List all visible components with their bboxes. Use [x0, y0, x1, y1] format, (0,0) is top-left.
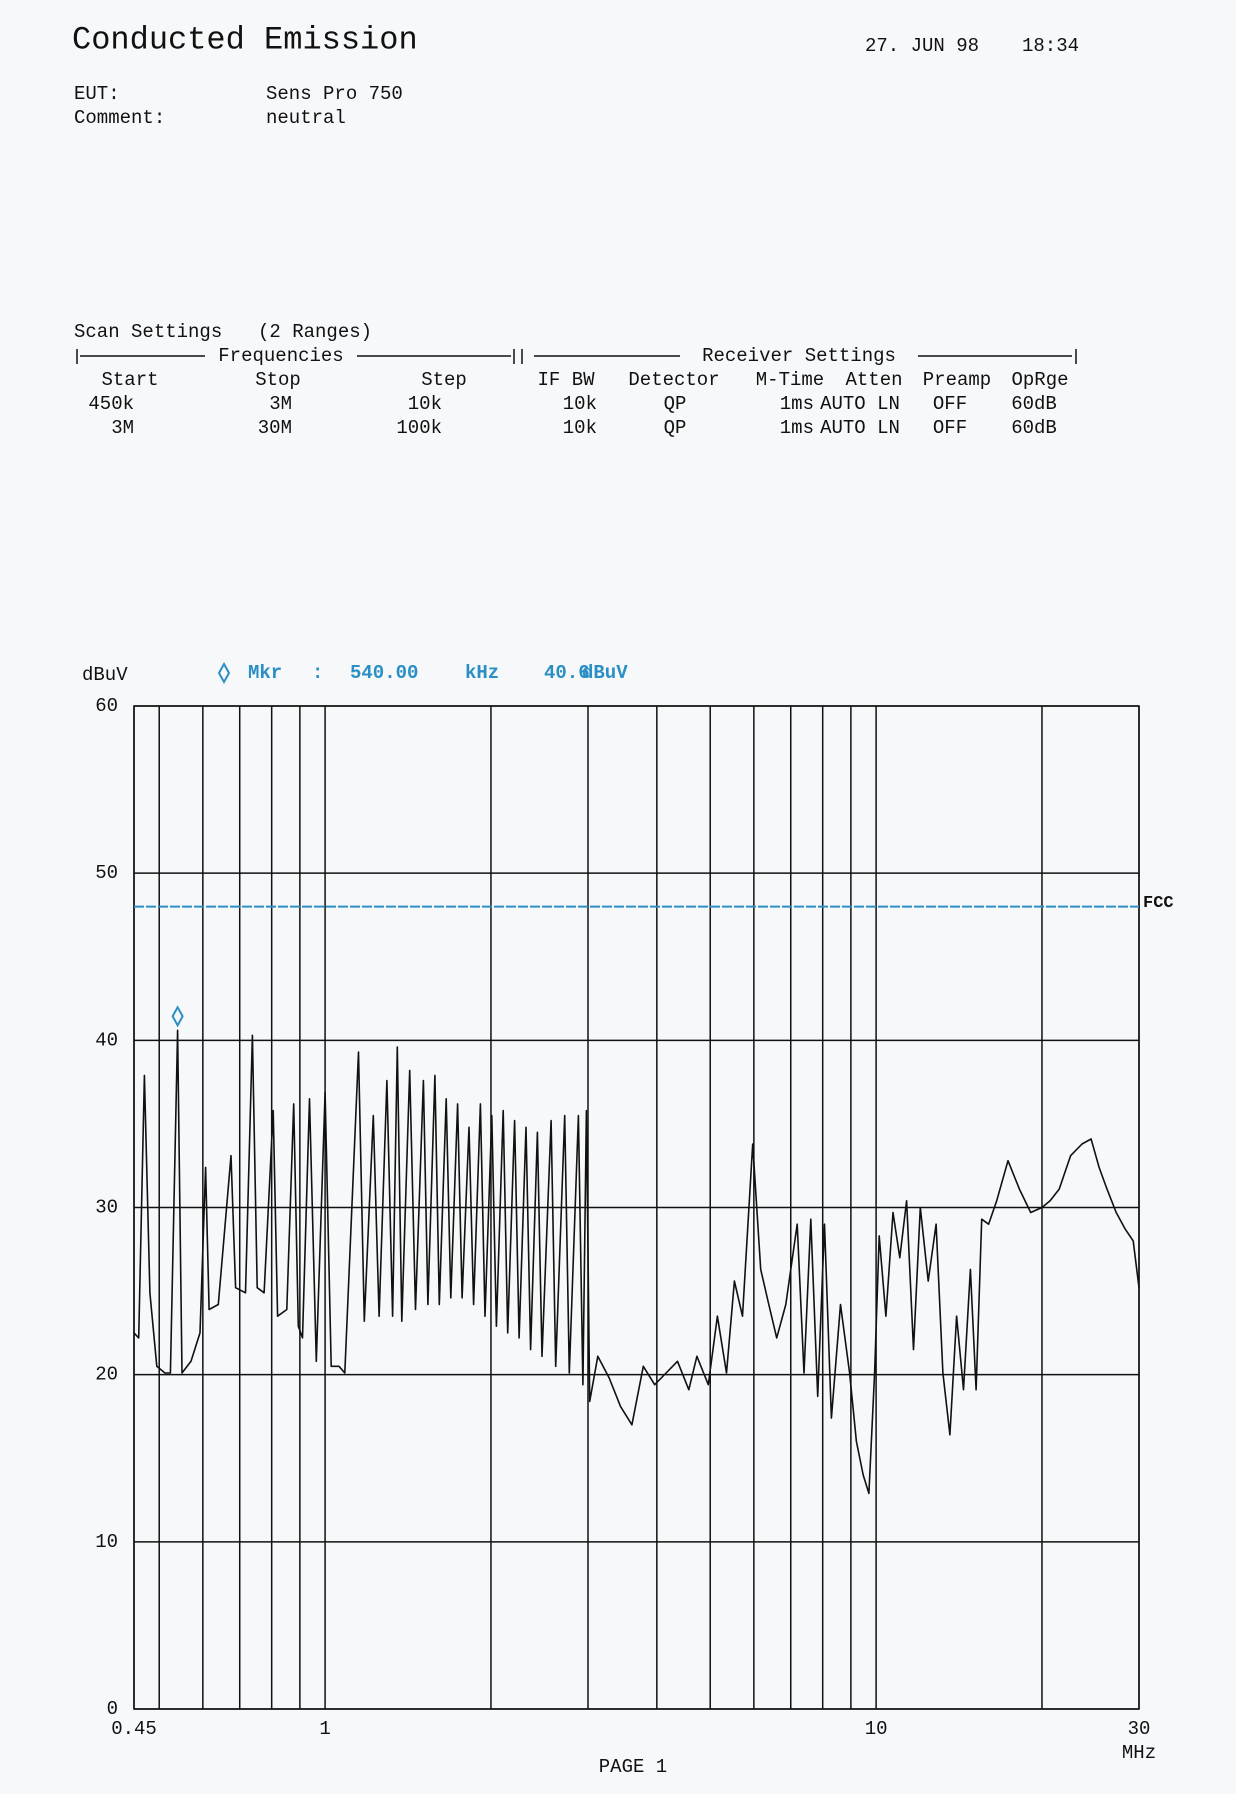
y-tick-label: 40: [95, 1029, 118, 1051]
y-tick-label: 10: [95, 1531, 118, 1553]
column-header: OpRge: [1011, 369, 1068, 391]
settings-title: Scan Settings: [74, 321, 222, 343]
group-header: Frequencies: [218, 345, 343, 367]
x-tick-label: 10: [865, 1718, 888, 1740]
limit-label: FCC: [1143, 894, 1174, 913]
column-header: M-Time: [756, 369, 824, 391]
field-value: Sens Pro 750: [266, 83, 403, 105]
column-header: Atten: [845, 369, 902, 391]
column-header: Stop: [255, 369, 301, 391]
marker-readout: dBuV: [582, 662, 628, 684]
y-tick-label: 0: [107, 1698, 118, 1720]
marker-readout: 540.00: [350, 662, 418, 684]
y-tick-label: 50: [95, 862, 118, 884]
table-cell: QP: [664, 417, 687, 439]
page-footer: PAGE 1: [599, 1756, 667, 1778]
marker-diamond: [171, 1005, 184, 1028]
emission-trace: [133, 1029, 1140, 1495]
field-label: Comment:: [74, 107, 165, 129]
table-cell: 30M: [258, 417, 292, 439]
column-header: Step: [421, 369, 467, 391]
table-cell: 10k: [408, 393, 442, 415]
table-cell: 1ms: [780, 393, 814, 415]
y-tick-label: 60: [95, 695, 118, 717]
y-axis-label: dBuV: [82, 664, 128, 686]
table-cell: QP: [664, 393, 687, 415]
x-tick-label: 0.45: [111, 1718, 157, 1740]
marker-readout: 40.6: [544, 662, 590, 684]
table-cell: 100k: [396, 417, 442, 439]
column-header: Start: [101, 369, 158, 391]
marker-readout: Mkr: [248, 662, 282, 684]
settings-table: Start Stop Step IF BW Detector M-Time Atten Pre…: [88, 369, 1068, 439]
table-cell: 3M: [269, 393, 292, 415]
table-cell: 1ms: [780, 417, 814, 439]
y-tick-label: 20: [95, 1364, 118, 1386]
x-tick-label: 1: [319, 1718, 330, 1740]
y-tick-label: 30: [95, 1197, 118, 1219]
report-date: 27. JUN 98: [865, 35, 979, 57]
table-cell: 60dB: [1011, 393, 1057, 415]
field-value: neutral: [266, 107, 346, 129]
table-cell: 450k: [88, 393, 134, 415]
column-header: IF BW: [537, 369, 595, 391]
table-cell: 60dB: [1011, 417, 1057, 439]
group-bracket: [76, 349, 1077, 364]
marker-readout: :: [312, 662, 323, 684]
group-header: Receiver Settings: [702, 345, 896, 367]
table-cell: 10k: [563, 393, 597, 415]
readout-diamond: [217, 661, 231, 685]
report-title: Conducted Emission: [72, 21, 418, 58]
table-cell: 3M: [111, 417, 134, 439]
table-cell: OFF: [933, 393, 967, 415]
table-cell: 10k: [563, 417, 597, 439]
column-header: Detector: [628, 369, 719, 391]
field-label: EUT:: [74, 83, 120, 105]
table-cell: AUTO LN: [820, 417, 900, 439]
chart: 0 10 20 30 40 50 60 0.45 1 10 30 dBuV MHz FCC Mkr: 540.…: [82, 661, 1174, 1764]
x-tick-label: 30: [1128, 1718, 1151, 1740]
column-header: Preamp: [923, 369, 991, 391]
table-cell: AUTO LN: [820, 393, 900, 415]
settings-subtitle: (2 Ranges): [258, 321, 372, 343]
x-axis-label: MHz: [1122, 1742, 1156, 1764]
table-cell: OFF: [933, 417, 967, 439]
marker-readout: kHz: [465, 662, 499, 684]
report-time: 18:34: [1022, 35, 1079, 57]
